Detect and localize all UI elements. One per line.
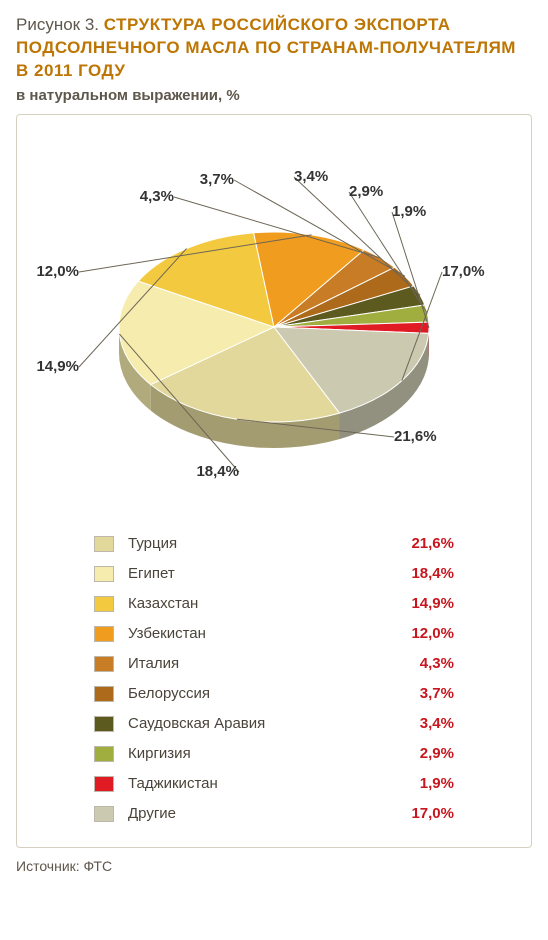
legend-name: Таджикистан [114,775,374,792]
legend-row: Узбекистан12,0% [94,619,454,649]
legend-swatch [94,596,114,612]
legend-swatch [94,746,114,762]
slice-label: 3,7% [200,171,234,188]
legend-swatch [94,776,114,792]
legend-name: Киргизия [114,745,374,762]
source-line: Источник: ФТС [16,858,532,874]
figure-subtitle: в натуральном выражении, % [16,87,532,104]
legend-value: 3,7% [374,685,454,702]
legend-name: Египет [114,565,374,582]
figure-container: Рисунок 3. СТРУКТУРА РОССИЙСКОГО ЭКСПОРТ… [0,0,548,898]
slice-label: 3,4% [294,168,328,185]
legend-row: Киргизия2,9% [94,739,454,769]
pie-svg: 21,6% 18,4% 14,9% 12,0% 4,3% 3,7% 3,4% 2,9% 1,9%… [34,127,514,507]
slice-label: 12,0% [36,263,79,280]
legend-row: Таджикистан1,9% [94,769,454,799]
legend-value: 4,3% [374,655,454,672]
legend-value: 1,9% [374,775,454,792]
figure-number: Рисунок 3. [16,15,99,34]
legend-value: 18,4% [374,565,454,582]
legend-row: Другие17,0% [94,799,454,829]
legend-swatch [94,656,114,672]
legend-name: Турция [114,535,374,552]
legend-swatch [94,716,114,732]
legend-value: 14,9% [374,595,454,612]
legend-row: Саудовская Аравия3,4% [94,709,454,739]
source-label: Источник: [16,858,80,874]
legend-name: Белоруссия [114,685,374,702]
pie-chart: 21,6% 18,4% 14,9% 12,0% 4,3% 3,7% 3,4% 2,9% 1,9%… [33,127,515,507]
legend-name: Другие [114,805,374,822]
legend-name: Узбекистан [114,625,374,642]
slice-label: 21,6% [394,428,437,445]
legend-swatch [94,536,114,552]
legend-swatch [94,626,114,642]
legend-value: 3,4% [374,715,454,732]
legend-name: Италия [114,655,374,672]
slice-label: 1,9% [392,203,426,220]
legend-value: 21,6% [374,535,454,552]
legend-swatch [94,686,114,702]
legend-swatch [94,566,114,582]
slice-label: 4,3% [140,188,174,205]
legend-row: Белоруссия3,7% [94,679,454,709]
slice-label: 17,0% [442,263,485,280]
slice-label: 14,9% [36,358,79,375]
legend: Турция21,6%Египет18,4%Казахстан14,9%Узбе… [94,529,454,829]
legend-value: 12,0% [374,625,454,642]
slice-label: 18,4% [196,463,239,480]
source-value: ФТС [84,858,113,874]
figure-heading: Рисунок 3. СТРУКТУРА РОССИЙСКОГО ЭКСПОРТ… [16,14,532,83]
legend-name: Казахстан [114,595,374,612]
chart-frame: 21,6% 18,4% 14,9% 12,0% 4,3% 3,7% 3,4% 2,9% 1,9%… [16,114,532,848]
legend-swatch [94,806,114,822]
legend-row: Турция21,6% [94,529,454,559]
legend-row: Италия4,3% [94,649,454,679]
legend-row: Казахстан14,9% [94,589,454,619]
legend-name: Саудовская Аравия [114,715,374,732]
legend-row: Египет18,4% [94,559,454,589]
legend-value: 2,9% [374,745,454,762]
legend-value: 17,0% [374,805,454,822]
slice-label: 2,9% [349,183,383,200]
